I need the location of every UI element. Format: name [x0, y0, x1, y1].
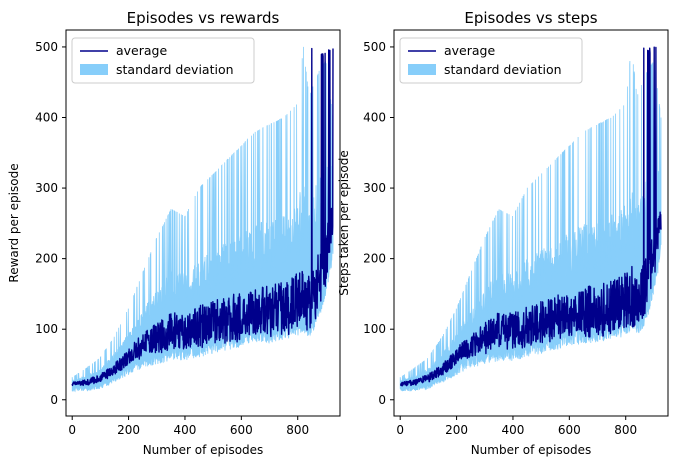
y-tick-label: 500 [363, 40, 386, 54]
y-tick-label: 400 [363, 111, 386, 125]
y-tick-label: 200 [363, 252, 386, 266]
subplot-2: 0 200 400 600 800 0 100 200 300 400 500 Episodes vs… [337, 9, 669, 457]
average-line [71, 47, 334, 387]
x-tick-label: 800 [286, 423, 309, 437]
legend-swatch-std [80, 64, 108, 75]
y-tick-label: 0 [50, 393, 58, 407]
plot-frame [65, 29, 341, 417]
legend-label-average: average [116, 43, 167, 58]
y-tick-label: 400 [35, 111, 58, 125]
legend-swatch-std [408, 64, 436, 75]
x-tick-label: 0 [396, 423, 404, 437]
y-tick-label: 100 [35, 322, 58, 336]
x-tick-label: 400 [502, 423, 525, 437]
legend-label-average: average [444, 43, 495, 58]
x-tick-label: 0 [68, 423, 76, 437]
average-line [399, 46, 662, 387]
y-tick-label: 300 [363, 181, 386, 195]
chart-title: Episodes vs rewards [127, 9, 280, 27]
x-tick-label: 600 [558, 423, 581, 437]
x-tick-label: 600 [230, 423, 253, 437]
y-axis-label: Steps taken per episode [337, 150, 351, 295]
legend-label-std: standard deviation [444, 62, 562, 77]
x-tick-label: 200 [445, 423, 468, 437]
legend: average standard deviation [71, 37, 255, 84]
x-axis-label: Number of episodes [471, 443, 592, 457]
legend-box [71, 37, 255, 84]
x-axis-label: Number of episodes [143, 443, 264, 457]
x-tick-label: 400 [174, 423, 197, 437]
legend: average standard deviation [399, 37, 583, 84]
y-tick-label: 200 [35, 252, 58, 266]
y-tick-label: 0 [378, 393, 386, 407]
x-tick-label: 800 [614, 423, 637, 437]
subplot-1: 0 200 400 600 800 0 100 200 300 400 500 Episodes vs… [7, 9, 341, 457]
y-tick-label: 100 [363, 322, 386, 336]
legend-box [399, 37, 583, 84]
x-tick-label: 200 [117, 423, 140, 437]
legend-label-std: standard deviation [116, 62, 234, 77]
y-tick-label: 300 [35, 181, 58, 195]
y-tick-label: 500 [35, 40, 58, 54]
chart-title: Episodes vs steps [464, 9, 597, 27]
plot-frame [393, 29, 669, 417]
y-axis-label: Reward per episode [7, 163, 21, 282]
